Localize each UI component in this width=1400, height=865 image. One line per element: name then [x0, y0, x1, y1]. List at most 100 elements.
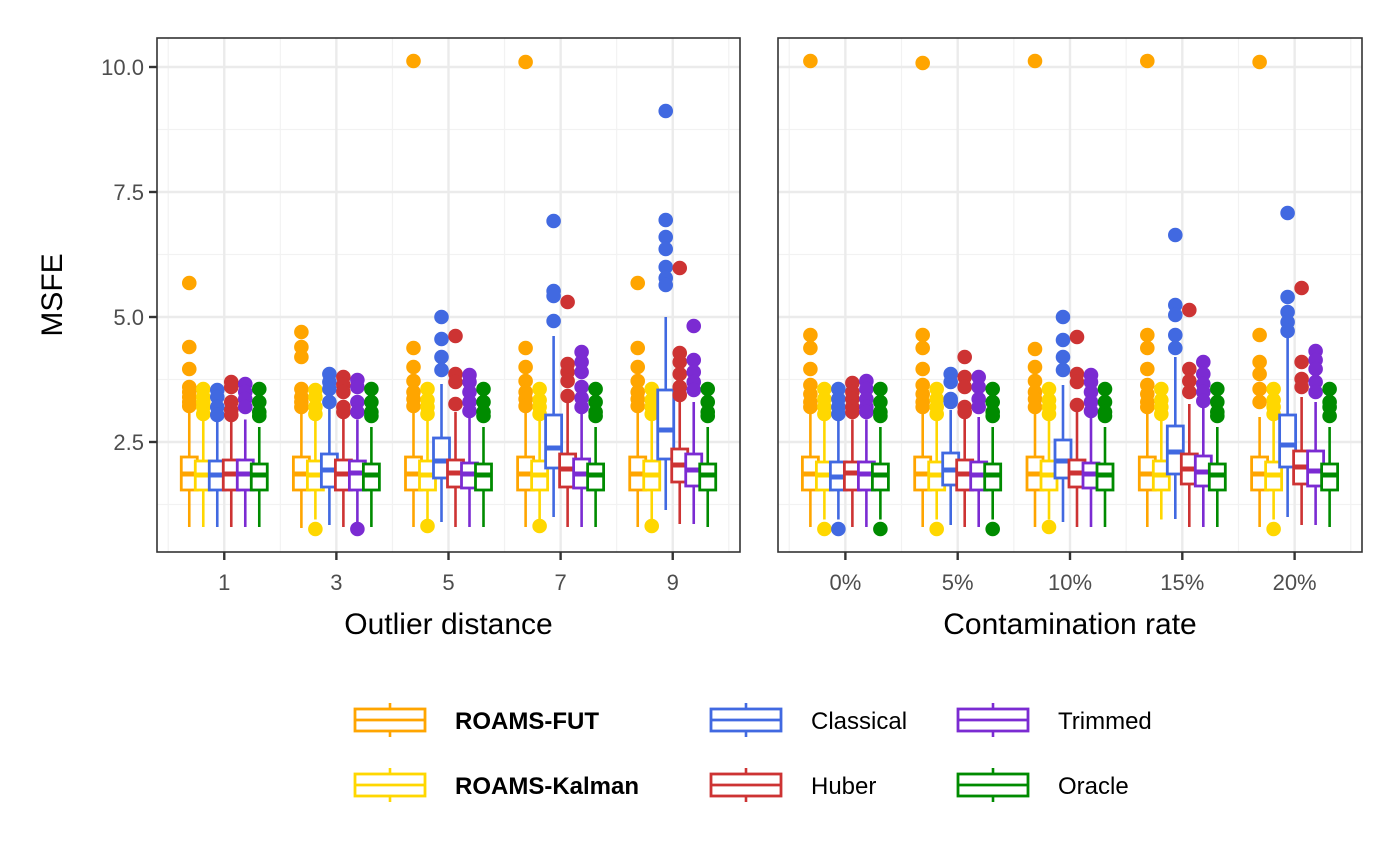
outlier-point-classical [831, 381, 846, 397]
outlier-point-classical [1055, 349, 1071, 365]
outlier-point-trimmed [237, 399, 253, 415]
outlier-point-roams-fut [1027, 341, 1043, 357]
outlier-point-huber [672, 366, 688, 382]
outlier-point-trimmed [1196, 366, 1211, 382]
outlier-point-roams-kalman [308, 406, 323, 422]
outlier-point-roams-kalman [1041, 381, 1057, 397]
outlier-point-roams-kalman [532, 381, 547, 397]
outlier-point-roams-fut [406, 340, 421, 356]
outlier-point-trimmed [1083, 403, 1099, 419]
outlier-point-trimmed [1308, 374, 1323, 390]
outlier-point-trimmed [1196, 354, 1211, 370]
outlier-point-huber [448, 328, 463, 344]
outlier-point-roams-fut [1027, 399, 1043, 415]
outlier-point-huber [1182, 361, 1197, 377]
box-group-9 [628, 103, 718, 534]
outlier-point-oracle [476, 394, 491, 410]
outlier-point-roams-fut [1252, 366, 1267, 382]
outlier-point-roams-fut [803, 53, 818, 69]
outlier-point-oracle [251, 408, 267, 424]
outlier-point-roams-fut [915, 55, 930, 71]
outlier-point-roams-kalman [420, 381, 435, 397]
outlier-point-roams-fut [294, 324, 309, 340]
outlier-point-classical [658, 212, 674, 228]
outlier-point-oracle [1097, 381, 1113, 397]
outlier-point-huber [1069, 397, 1085, 413]
y-tick-label: 10.0 [101, 55, 144, 80]
box-group-10% [1025, 53, 1115, 535]
outlier-point-trimmed [574, 399, 589, 415]
outlier-point-oracle [364, 381, 379, 397]
outlier-point-roams-kalman [817, 381, 832, 397]
outlier-point-trimmed [971, 399, 986, 415]
outlier-point-roams-kalman [817, 521, 832, 537]
outlier-point-oracle [700, 381, 716, 397]
outlier-point-roams-fut [1252, 354, 1267, 370]
outlier-point-classical [546, 213, 561, 229]
legend-label: Trimmed [1058, 708, 1152, 735]
box-classical [544, 413, 564, 470]
box-group-7 [516, 54, 606, 534]
outlier-point-oracle [873, 521, 888, 537]
outlier-point-huber [957, 369, 972, 385]
outlier-point-trimmed [462, 384, 477, 400]
outlier-point-huber [560, 388, 575, 404]
outlier-point-trimmed [1083, 384, 1099, 400]
outlier-point-classical [1168, 297, 1183, 313]
outlier-point-oracle [1210, 394, 1225, 410]
outlier-point-trimmed [1308, 384, 1323, 400]
outlier-point-huber [448, 374, 463, 390]
outlier-point-roams-fut [181, 339, 197, 355]
outlier-point-trimmed [686, 382, 702, 398]
x-tick-label: 5% [942, 570, 974, 595]
box-group-5% [913, 55, 1003, 537]
legend-label: ROAMS-FUT [455, 708, 599, 735]
outlier-point-oracle [251, 394, 267, 410]
outlier-point-huber [957, 404, 972, 420]
outlier-point-classical [1280, 205, 1295, 221]
outlier-point-roams-kalman [420, 406, 435, 422]
outlier-point-roams-fut [1252, 54, 1267, 70]
outlier-point-classical [434, 309, 449, 325]
outlier-point-roams-kalman [1154, 406, 1169, 422]
box-classical [1278, 413, 1298, 469]
y-axis-title: MSFE [36, 253, 69, 336]
outlier-point-oracle [1097, 394, 1113, 410]
legend-label: ROAMS-Kalman [455, 773, 639, 800]
outlier-point-trimmed [350, 394, 365, 410]
x-tick-label: 3 [330, 570, 342, 595]
outlier-point-roams-kalman [532, 406, 547, 422]
outlier-point-huber [1069, 374, 1085, 390]
outlier-point-roams-fut [518, 398, 533, 414]
outlier-point-roams-fut [915, 399, 930, 415]
outlier-point-roams-fut [1140, 361, 1155, 377]
outlier-point-classical [434, 331, 449, 347]
outlier-point-roams-fut [1140, 53, 1155, 69]
outlier-point-roams-fut [294, 339, 309, 355]
outlier-point-roams-kalman [1041, 519, 1057, 535]
outlier-point-classical [546, 288, 561, 304]
outlier-point-oracle [985, 394, 1000, 410]
outlier-point-huber [672, 387, 688, 403]
outlier-point-oracle [1322, 408, 1337, 424]
outlier-point-roams-fut [630, 275, 646, 291]
outlier-point-huber [1069, 329, 1085, 345]
outlier-point-roams-fut [1252, 327, 1267, 343]
outlier-point-roams-fut [1027, 53, 1043, 69]
x-tick-label: 5 [442, 570, 454, 595]
outlier-point-trimmed [1083, 374, 1099, 390]
y-tick-label: 5.0 [113, 305, 144, 330]
outlier-point-trimmed [859, 404, 874, 420]
outlier-point-roams-fut [294, 399, 309, 415]
outlier-point-huber [957, 379, 972, 395]
outlier-point-roams-kalman [1266, 521, 1281, 537]
legend-item-roams-kalman: ROAMS-Kalman [353, 768, 639, 802]
outlier-point-trimmed [859, 381, 874, 397]
outlier-point-huber [448, 396, 463, 412]
outlier-point-roams-kalman [929, 406, 944, 422]
outlier-point-roams-kalman [308, 521, 323, 537]
outlier-point-oracle [700, 394, 716, 410]
outlier-point-roams-kalman [308, 389, 323, 405]
box-group-20% [1250, 54, 1340, 537]
outlier-point-roams-kalman [929, 521, 944, 537]
